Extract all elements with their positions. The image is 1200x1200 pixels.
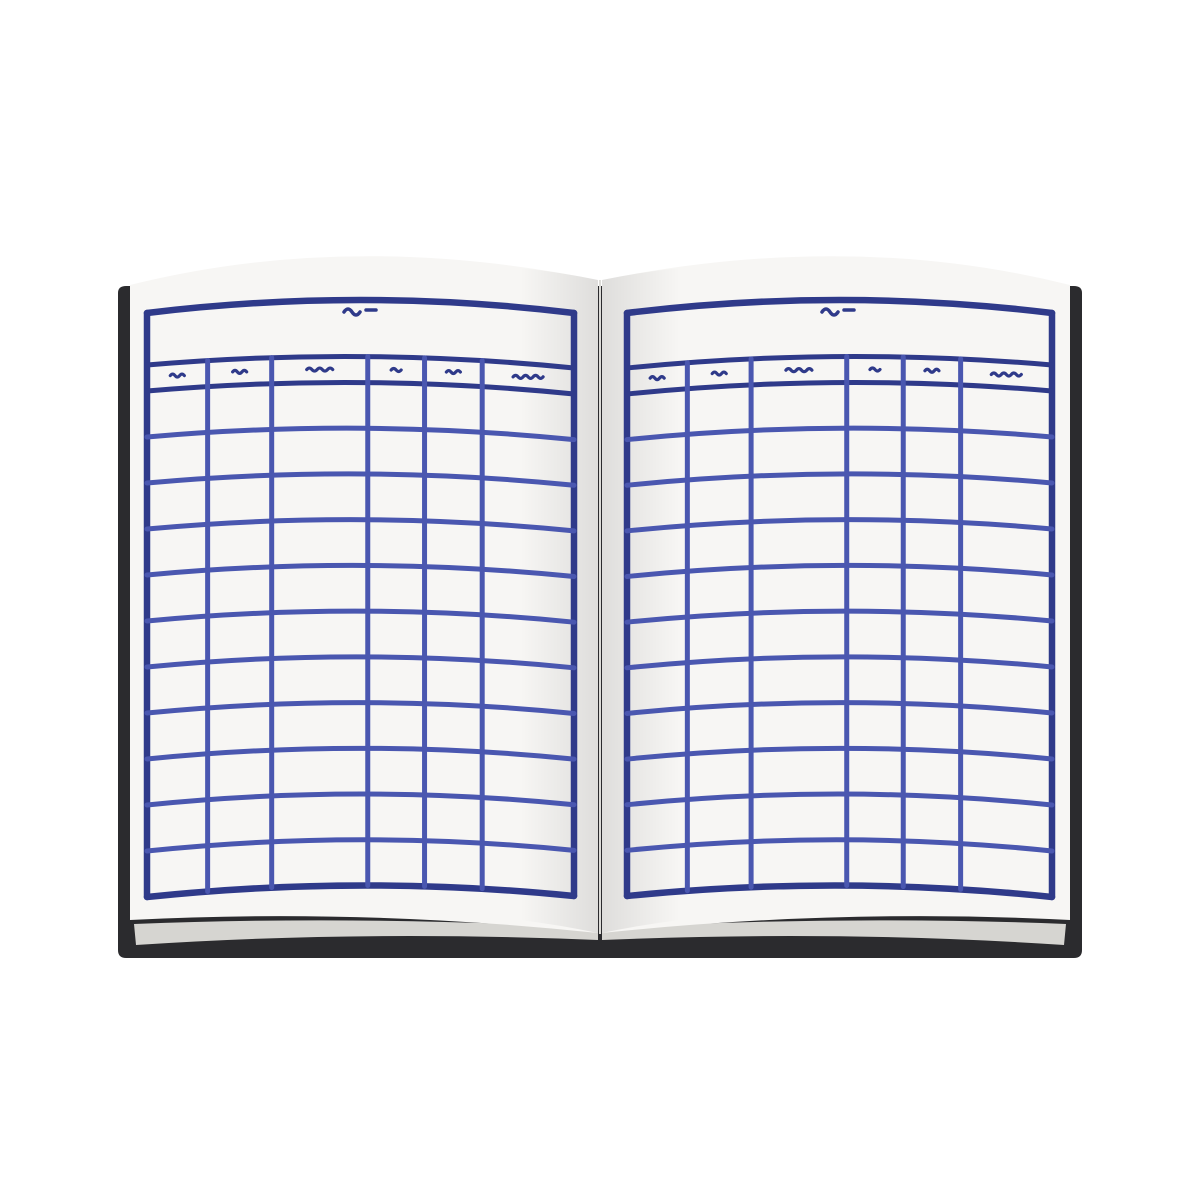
column-header-scribble <box>868 366 882 373</box>
page-title-scribble <box>342 307 378 317</box>
right-page <box>602 256 1070 933</box>
column-header-scribble <box>305 366 335 373</box>
ledger-row-line <box>624 562 1055 580</box>
page-title-scribble <box>820 307 856 317</box>
column-header-scribble <box>231 368 249 375</box>
ledger-row-line <box>144 353 577 371</box>
ledger-row-line <box>144 379 577 397</box>
ledger-row-line <box>144 517 577 534</box>
column-header-scribble <box>923 367 941 374</box>
page-stack-right <box>602 920 1066 945</box>
ledger-frame-bottom <box>143 882 578 901</box>
ledger-row-line <box>144 700 577 716</box>
ledger-row-line <box>624 700 1055 716</box>
ledger-row-line <box>624 379 1055 397</box>
ledger-row-line <box>144 837 577 854</box>
column-header-scribble <box>511 373 545 380</box>
ledger-frame-bottom <box>623 882 1056 901</box>
ledger-row-line <box>624 353 1055 371</box>
ledger-row-line <box>144 471 577 488</box>
ledger-row-line <box>624 654 1055 671</box>
ledger-row-line <box>624 791 1055 808</box>
column-header-scribble <box>784 367 814 374</box>
column-header-scribble <box>710 370 728 377</box>
ledger-row-line <box>144 745 577 762</box>
column-header-scribble <box>444 368 462 376</box>
ledger-row-line <box>624 608 1055 625</box>
ledger-row-line <box>624 471 1055 488</box>
column-header-scribble <box>989 371 1023 378</box>
column-header-scribble <box>648 375 666 382</box>
ledger-frame-top <box>623 296 1056 317</box>
ledger-row-line <box>144 425 577 443</box>
ledger-grid-left <box>143 296 578 901</box>
ledger-row-line <box>144 791 577 808</box>
ledger-row-line <box>624 837 1055 854</box>
ledger-row-line <box>144 608 577 625</box>
ledger-row-line <box>624 425 1055 443</box>
ledger-row-line <box>144 562 577 580</box>
ledger-row-line <box>144 654 577 671</box>
ledger-frame-top <box>143 296 578 317</box>
ledger-row-line <box>624 745 1055 762</box>
column-header-scribble <box>168 372 186 379</box>
ledger-grid-right <box>623 296 1056 901</box>
ledger-row-line <box>624 517 1055 534</box>
page-stack-left <box>134 920 598 945</box>
column-header-scribble <box>389 366 403 374</box>
